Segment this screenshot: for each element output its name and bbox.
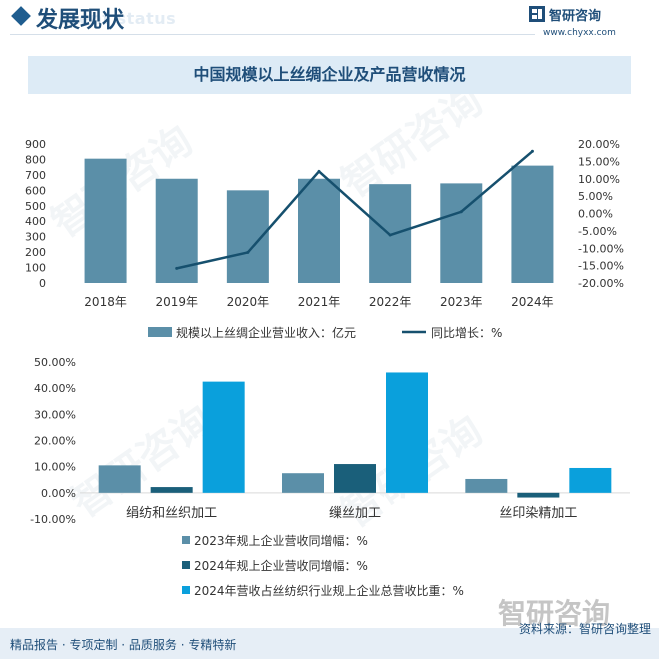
x-axis-tick-label: 缫丝加工 bbox=[329, 506, 381, 521]
revenue-bar bbox=[298, 178, 340, 283]
brand-name: 智研咨询 bbox=[549, 9, 602, 24]
segment-chart: -10.00% 0.00% 10.00% 20.00% 30.00% 40.00% 50.0… bbox=[30, 356, 630, 598]
growth-point bbox=[317, 169, 321, 173]
segment-bar bbox=[569, 467, 612, 493]
segment-bar bbox=[465, 478, 508, 493]
x-axis-tick-label: 绢纺和丝织加工 bbox=[126, 505, 217, 521]
page-header: ment status 发展现状 智研咨询 www.chyxx.com bbox=[0, 0, 659, 46]
left-axis-tick-label: 800 bbox=[25, 153, 46, 166]
right-axis-tick-label: 5.00% bbox=[578, 190, 613, 203]
x-axis-tick-label: 2024年 bbox=[511, 295, 554, 309]
y-axis-tick-label: 10.00% bbox=[34, 461, 76, 474]
x-axis-tick-label: 2021年 bbox=[298, 295, 341, 309]
left-axis-tick-label: 700 bbox=[25, 169, 46, 182]
segment-bar bbox=[517, 492, 560, 498]
left-axis-tick-label: 100 bbox=[25, 262, 46, 275]
revenue-bar bbox=[84, 158, 127, 283]
y-axis-tick-label: 0.00% bbox=[41, 487, 76, 500]
legend-label: 2023年规上企业营收同增幅：% bbox=[194, 533, 368, 548]
left-axis-tick-label: 300 bbox=[25, 231, 46, 244]
right-axis-tick-label: 0.00% bbox=[578, 208, 613, 221]
growth-point bbox=[459, 210, 463, 214]
growth-line bbox=[176, 150, 534, 270]
legend-label: 2024年规上企业营收同增幅：% bbox=[194, 558, 368, 573]
legend-swatch bbox=[182, 561, 190, 569]
brand-logo: 智研咨询 www.chyxx.com bbox=[529, 4, 639, 40]
segment-bar bbox=[202, 381, 245, 493]
left-axis-tick-label: 200 bbox=[25, 246, 46, 259]
segment-bar bbox=[282, 473, 324, 493]
growth-point bbox=[246, 250, 250, 254]
revenue-bar bbox=[511, 165, 554, 283]
chart-title: 中国规模以上丝绸企业及产品营收情况 bbox=[193, 65, 466, 84]
footer-tagline: 精品报告 · 专项定制 · 品质服务 · 专精特新 bbox=[10, 638, 237, 652]
y-axis-tick-label: 30.00% bbox=[34, 408, 76, 421]
x-axis-tick-label: 丝印染精加工 bbox=[499, 506, 577, 521]
page-footer: 精品报告 · 专项定制 · 品质服务 · 专精特新 资料来源：智研咨询整理 bbox=[0, 622, 659, 659]
legend-label-growth: 同比增长：% bbox=[431, 326, 502, 340]
x-axis-tick-label: 2022年 bbox=[369, 295, 412, 309]
page-title: 发展现状 bbox=[36, 8, 125, 33]
header-divider bbox=[10, 34, 535, 35]
right-axis-tick-label: 20.00% bbox=[578, 138, 620, 151]
right-axis-tick-label: -10.00% bbox=[578, 242, 624, 255]
growth-point bbox=[388, 233, 392, 237]
legend-swatch bbox=[182, 586, 190, 594]
legend-label: 2024年营收占丝纺织行业规上企业总营收比重：% bbox=[194, 583, 464, 598]
legend-swatch-revenue bbox=[148, 327, 172, 337]
x-axis-tick-label: 2023年 bbox=[440, 295, 483, 309]
right-axis-tick-label: -20.00% bbox=[578, 277, 624, 290]
chart-title-box: 中国规模以上丝绸企业及产品营收情况 bbox=[28, 56, 631, 94]
y-axis-tick-label: 50.00% bbox=[34, 356, 76, 369]
left-axis-tick-label: 500 bbox=[25, 200, 46, 213]
growth-point bbox=[175, 266, 179, 270]
x-axis-tick-label: 2019年 bbox=[155, 295, 198, 309]
brand-url: www.chyxx.com bbox=[543, 28, 616, 38]
brand-watermark-bottom: 智研咨询 bbox=[498, 597, 611, 630]
right-axis-tick-label: 15.00% bbox=[578, 155, 620, 168]
header-ghost-subtitle: ment status bbox=[62, 9, 177, 28]
footer-source: 资料来源：智研咨询整理 bbox=[518, 622, 651, 636]
left-axis-tick-label: 600 bbox=[25, 184, 46, 197]
left-axis-tick-label: 900 bbox=[25, 138, 46, 151]
x-axis-tick-label: 2020年 bbox=[227, 295, 270, 309]
segment-bar bbox=[98, 465, 141, 493]
brand-logo-icon bbox=[529, 6, 545, 22]
y-axis-tick-label: 20.00% bbox=[34, 435, 76, 448]
legend-swatch bbox=[182, 536, 190, 544]
left-axis-tick-label: 400 bbox=[25, 215, 46, 228]
segment-bar bbox=[150, 487, 193, 493]
y-axis-tick-label: 40.00% bbox=[34, 382, 76, 395]
right-axis-tick-label: -15.00% bbox=[578, 260, 624, 273]
right-axis-tick-label: 10.00% bbox=[578, 173, 620, 186]
revenue-chart: 0 100 200 300 400 500 600 700 800 900 -20.00% -15.0… bbox=[25, 138, 624, 340]
x-axis-tick-label: 2018年 bbox=[84, 295, 127, 309]
y-axis-tick-label: -10.00% bbox=[30, 513, 76, 526]
legend-label-revenue: 规模以上丝绸企业营业收入：亿元 bbox=[176, 325, 356, 340]
segment-bar bbox=[386, 372, 428, 493]
growth-point bbox=[530, 149, 534, 153]
segment-bar bbox=[334, 464, 376, 493]
right-axis-tick-label: -5.00% bbox=[578, 225, 617, 238]
left-axis-tick-label: 0 bbox=[39, 277, 46, 290]
